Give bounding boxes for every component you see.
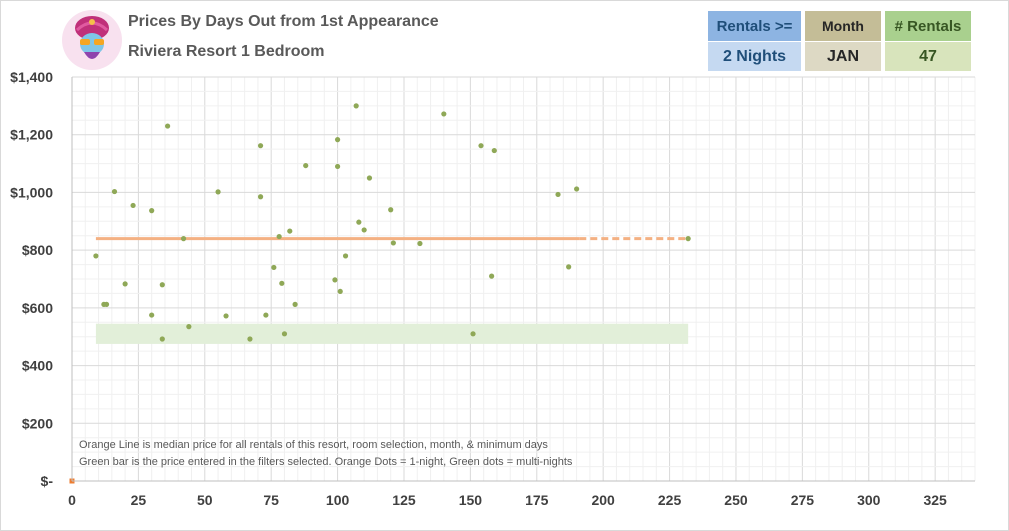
x-tick-label: 150 bbox=[459, 492, 483, 508]
data-point bbox=[111, 188, 118, 195]
y-tick-label: $400 bbox=[22, 358, 53, 374]
grid bbox=[71, 76, 976, 482]
data-point bbox=[279, 280, 285, 286]
note-green-bar: Green bar is the price entered in the fi… bbox=[79, 456, 573, 468]
data-point bbox=[103, 301, 110, 307]
price-band bbox=[95, 323, 689, 344]
data-point bbox=[566, 264, 572, 270]
rentals-min-value[interactable]: 2 Nights bbox=[708, 42, 801, 71]
x-tick-label: 75 bbox=[263, 492, 279, 508]
data-point bbox=[149, 208, 155, 214]
x-tick-label: 225 bbox=[658, 492, 682, 508]
data-point bbox=[574, 186, 580, 192]
data-point bbox=[276, 233, 282, 240]
data-point bbox=[417, 240, 423, 247]
x-tick-label: 300 bbox=[857, 492, 881, 508]
data-point bbox=[180, 236, 187, 242]
axes: 0 25 50 75 100 125 150 175 200 225 250 275 300 325 $- $… bbox=[10, 69, 975, 508]
data-point bbox=[390, 240, 396, 246]
data-point bbox=[470, 331, 476, 337]
data-point bbox=[332, 277, 338, 283]
data-point bbox=[388, 207, 394, 213]
y-tick-label: $800 bbox=[22, 242, 53, 258]
data-point bbox=[165, 123, 171, 129]
data-point bbox=[159, 282, 165, 288]
y-tick-label: $1,200 bbox=[10, 127, 53, 143]
rental-count-label: # Rentals bbox=[885, 11, 971, 41]
x-tick-label: 175 bbox=[525, 492, 549, 508]
data-point bbox=[257, 143, 264, 149]
x-tick-label: 275 bbox=[791, 492, 815, 508]
price-band-layer bbox=[95, 323, 689, 344]
data-point bbox=[685, 236, 691, 242]
data-point bbox=[271, 264, 277, 271]
y-tick-label: $1,400 bbox=[10, 69, 53, 85]
data-point bbox=[342, 253, 349, 259]
x-tick-label: 25 bbox=[131, 492, 147, 508]
x-tick-label: 200 bbox=[591, 492, 615, 508]
data-point bbox=[337, 288, 343, 295]
y-tick-label: $- bbox=[41, 473, 54, 489]
data-point bbox=[263, 312, 269, 318]
data-point bbox=[149, 312, 155, 318]
data-point bbox=[93, 253, 99, 259]
month-label: Month bbox=[805, 11, 881, 41]
data-point bbox=[281, 331, 288, 337]
x-tick-label: 0 bbox=[68, 492, 76, 508]
x-tick-label: 100 bbox=[326, 492, 350, 508]
data-point bbox=[186, 324, 192, 330]
note-median-line: Orange Line is median price for all rent… bbox=[79, 439, 548, 451]
x-tick-label: 50 bbox=[197, 492, 213, 508]
data-point bbox=[257, 194, 264, 200]
month-value[interactable]: JAN bbox=[805, 42, 881, 71]
chart-title: Prices By Days Out from 1st Appearance bbox=[128, 13, 439, 30]
y-tick-label: $1,000 bbox=[10, 184, 53, 200]
data-point bbox=[366, 175, 373, 181]
data-point bbox=[159, 336, 165, 342]
rental-count-value: 47 bbox=[885, 42, 971, 71]
data-point bbox=[223, 313, 229, 319]
x-tick-label: 325 bbox=[923, 492, 947, 508]
data-points bbox=[69, 103, 691, 484]
data-point bbox=[334, 137, 341, 143]
data-point bbox=[441, 111, 447, 117]
rentals-min-label: Rentals >= bbox=[708, 11, 801, 41]
data-point bbox=[287, 228, 293, 234]
data-point bbox=[334, 163, 341, 170]
y-tick-label: $200 bbox=[22, 415, 53, 431]
data-point bbox=[555, 191, 561, 198]
data-point bbox=[130, 202, 136, 209]
data-point bbox=[247, 336, 253, 342]
data-point bbox=[478, 143, 484, 149]
x-tick-label: 125 bbox=[392, 492, 416, 508]
data-point bbox=[215, 189, 221, 195]
y-tick-label: $600 bbox=[22, 300, 53, 316]
chart-subtitle: Riviera Resort 1 Bedroom bbox=[128, 43, 325, 60]
data-point bbox=[122, 281, 128, 287]
x-tick-label: 250 bbox=[724, 492, 748, 508]
data-point bbox=[361, 227, 367, 233]
data-point bbox=[353, 103, 359, 109]
data-point bbox=[292, 301, 298, 307]
genie-logo bbox=[62, 10, 122, 70]
data-point bbox=[303, 162, 309, 169]
data-point bbox=[491, 147, 497, 154]
data-point bbox=[489, 273, 495, 279]
data-point bbox=[356, 219, 362, 225]
